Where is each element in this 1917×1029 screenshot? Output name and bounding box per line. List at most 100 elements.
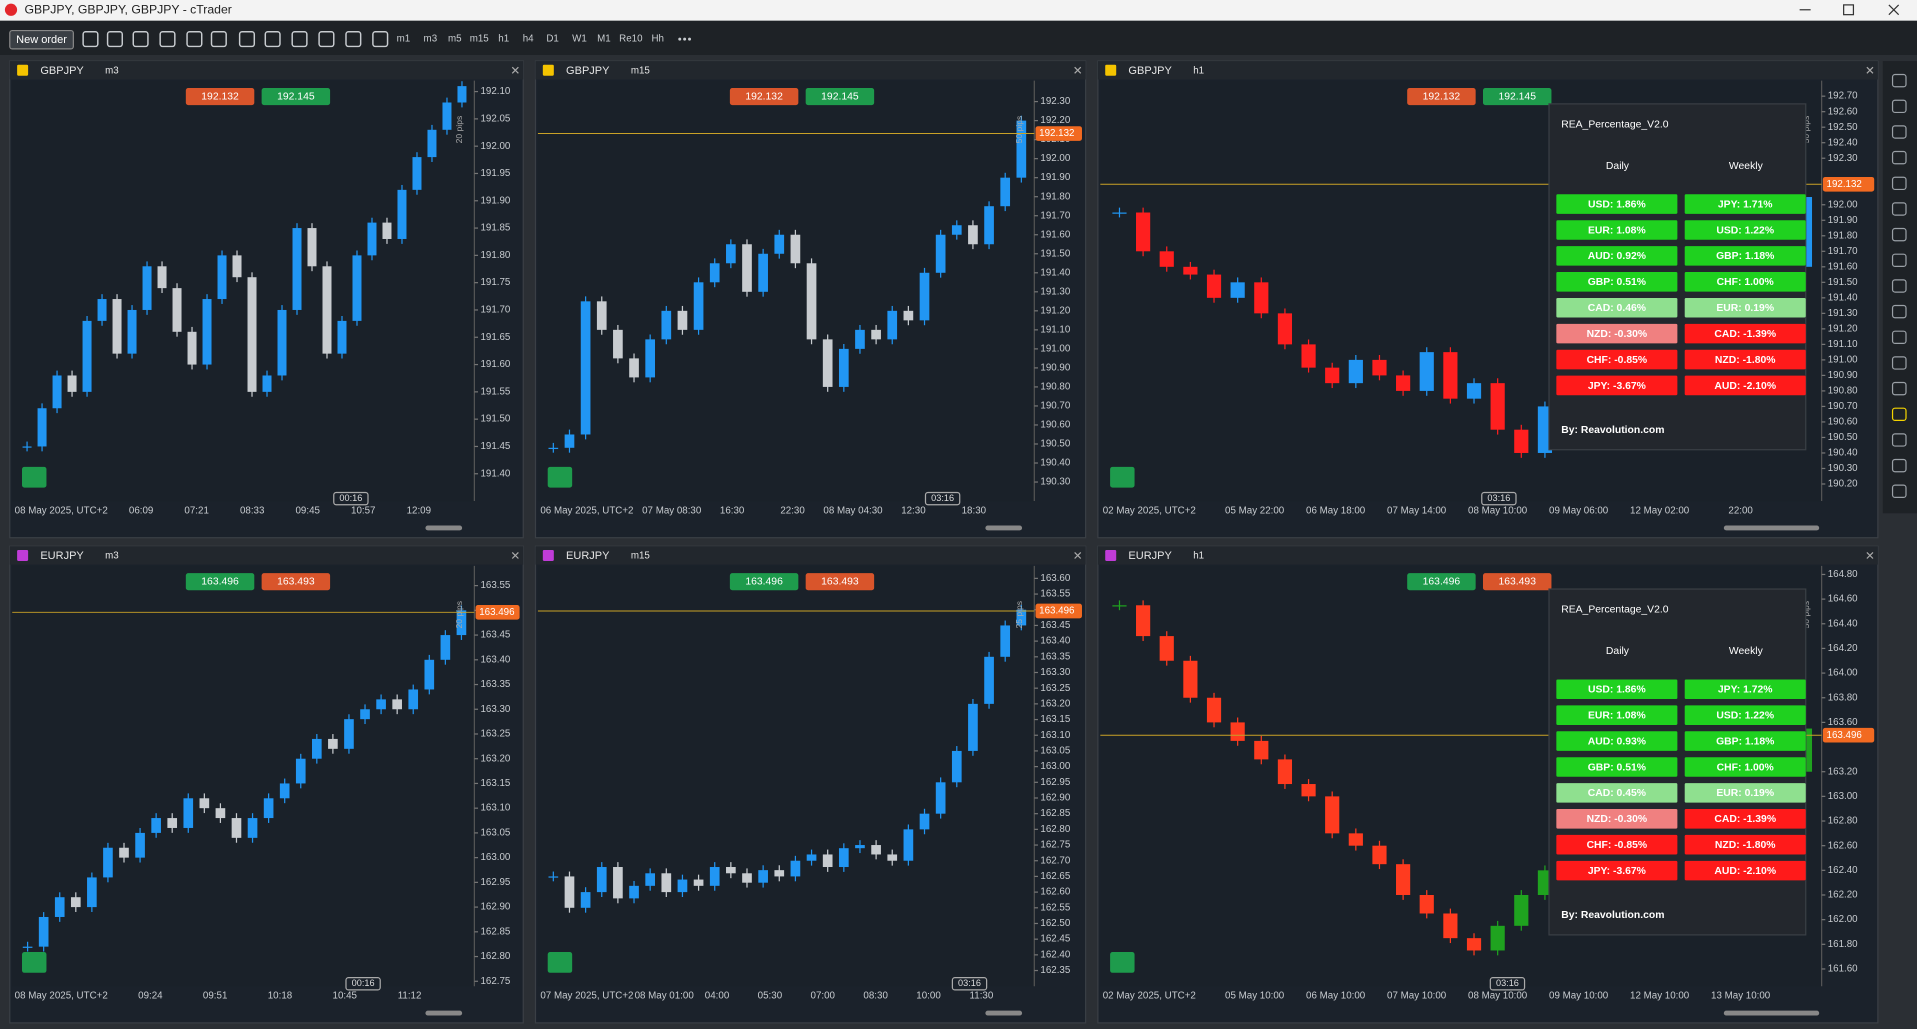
scrollbar-thumb[interactable] (1723, 1010, 1820, 1016)
sidebar-icon[interactable] (1891, 458, 1907, 473)
timeframe-button[interactable]: M1 (597, 34, 611, 45)
quote-badge[interactable] (805, 87, 875, 106)
timeframe[interactable]: h1 (1193, 65, 1204, 76)
timeframe-button[interactable]: m15 (470, 34, 490, 45)
x-tick-label: 08 May 01:00 (635, 991, 695, 1002)
toolbar-icon[interactable] (264, 31, 281, 48)
toolbar-icon[interactable] (186, 31, 203, 48)
timeframe-button[interactable]: Hh (652, 34, 664, 45)
symbol-name[interactable]: EURJPY (566, 550, 610, 562)
close-panel[interactable] (1866, 66, 1874, 74)
indicator-cell (1684, 757, 1806, 777)
toolbar-icon[interactable] (106, 31, 123, 48)
timeframe[interactable]: m3 (105, 65, 119, 76)
sidebar-icon[interactable] (1891, 150, 1907, 165)
indicator-cell-label: USD: 1.86% (1588, 685, 1646, 696)
scrollbar-thumb[interactable] (985, 525, 1023, 531)
quote-badge[interactable] (1407, 573, 1476, 591)
toolbar-icon[interactable] (318, 31, 335, 48)
y-tick-label: 191.20 (1040, 305, 1070, 316)
timeframe-button[interactable]: D1 (546, 34, 558, 45)
maximize-button[interactable] (1843, 4, 1855, 16)
trade-button[interactable] (22, 466, 47, 488)
scrollbar-thumb[interactable] (425, 1010, 463, 1016)
sidebar-icon[interactable] (1891, 73, 1907, 88)
toolbar-icon[interactable] (159, 31, 176, 48)
sidebar-icon[interactable] (1891, 227, 1907, 242)
symbol-name[interactable]: EURJPY (40, 550, 84, 562)
quote-badge[interactable] (185, 87, 255, 106)
new-order-button[interactable] (9, 29, 74, 50)
symbol-name[interactable]: GBPJPY (566, 65, 610, 77)
price-badge-label: 192.132 (1039, 128, 1074, 139)
sidebar-icon[interactable] (1891, 202, 1907, 216)
close-button[interactable] (1888, 4, 1900, 16)
candle (887, 854, 898, 861)
toolbar-icon[interactable] (345, 31, 362, 48)
timeframe[interactable]: h1 (1193, 551, 1204, 562)
close-panel[interactable] (1074, 551, 1082, 559)
toolbar-icon[interactable] (210, 31, 227, 48)
trade-button[interactable] (547, 466, 573, 488)
timeframe-button[interactable]: Re10 (619, 34, 643, 45)
candle (903, 310, 914, 321)
sidebar-icon[interactable] (1891, 99, 1907, 114)
trade-button[interactable] (1110, 466, 1135, 488)
toolbar-icon[interactable] (291, 31, 308, 48)
trade-button[interactable] (22, 952, 47, 973)
close-panel[interactable] (1866, 551, 1874, 559)
sidebar-icon[interactable] (1891, 356, 1907, 370)
trade-button[interactable] (1110, 952, 1135, 973)
timeframe-button[interactable]: m3 (424, 34, 438, 45)
timeframe[interactable]: m15 (631, 65, 651, 76)
quote-badge[interactable] (1482, 573, 1552, 591)
indicator-header: Weekly (1729, 646, 1764, 657)
sidebar-icon[interactable] (1891, 433, 1907, 447)
quote-badge[interactable] (1407, 87, 1476, 106)
quote-badge[interactable] (261, 573, 331, 591)
timeframe[interactable]: m3 (105, 551, 119, 562)
quote-badge-label: 163.493 (1498, 576, 1536, 587)
toolbar-icon[interactable] (82, 31, 99, 48)
close-panel[interactable] (511, 551, 519, 559)
candle (112, 299, 122, 354)
quote-badge[interactable] (1482, 87, 1552, 106)
toolbar-icon[interactable] (238, 31, 256, 48)
symbol-name[interactable]: GBPJPY (40, 65, 84, 77)
quote-badge[interactable] (185, 573, 255, 591)
quote-badge[interactable] (261, 87, 331, 106)
y-tick-label: 190.30 (1828, 463, 1858, 474)
sidebar-icon[interactable] (1891, 176, 1907, 191)
scrollbar-thumb[interactable] (1723, 525, 1820, 531)
scrollbar-thumb[interactable] (985, 1010, 1023, 1016)
sidebar-icon[interactable] (1891, 279, 1907, 293)
sidebar-icon[interactable] (1891, 484, 1907, 499)
symbol-name[interactable]: GBPJPY (1128, 65, 1172, 77)
timeframe[interactable]: m15 (631, 551, 651, 562)
sidebar-icon[interactable] (1891, 304, 1907, 319)
timeframe-button[interactable]: h4 (523, 34, 534, 45)
close-panel[interactable] (1074, 66, 1082, 74)
timeframe-button[interactable]: m1 (397, 34, 411, 45)
quote-badge[interactable] (729, 573, 799, 591)
candle (1301, 784, 1316, 797)
scrollbar-thumb[interactable] (425, 525, 463, 531)
toolbar-icon[interactable] (132, 31, 149, 48)
sidebar-icon[interactable] (1891, 407, 1907, 422)
timeframe-button[interactable]: h1 (498, 34, 509, 45)
trade-button[interactable] (547, 952, 573, 973)
sidebar-icon[interactable] (1891, 125, 1907, 139)
timeframe-button[interactable]: W1 (572, 34, 587, 45)
sidebar-icon[interactable] (1891, 381, 1907, 396)
timeframe-button[interactable]: m5 (448, 34, 462, 45)
candle (1016, 120, 1027, 178)
sidebar-icon[interactable] (1891, 330, 1907, 345)
indicator-cell-label: JPY: 1.72% (1718, 685, 1773, 696)
y-tick-label: 191.30 (1828, 308, 1858, 319)
toolbar-icon[interactable] (372, 31, 389, 48)
sidebar-icon[interactable] (1891, 253, 1907, 268)
quote-badge[interactable] (729, 87, 799, 106)
close-panel[interactable] (511, 66, 519, 74)
symbol-name[interactable]: EURJPY (1128, 550, 1172, 562)
quote-badge[interactable] (805, 573, 875, 591)
